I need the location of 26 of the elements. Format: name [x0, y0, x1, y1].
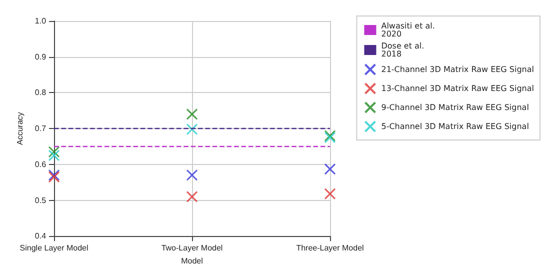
- x-tick-label: Single Layer Model: [20, 244, 88, 253]
- y-tick-label: 0.4: [34, 232, 47, 241]
- point: [324, 188, 336, 200]
- y-tick-label: 1.0: [34, 16, 47, 26]
- point: [186, 108, 198, 120]
- legend-label: 9-Channel 3D Matrix Raw EEG Signal: [381, 103, 529, 112]
- y-tick-label: 0.9: [34, 52, 47, 62]
- x-axis-title: Model: [181, 256, 204, 266]
- y-tick-label: 0.7: [34, 124, 47, 134]
- legend-label: 5-Channel 3D Matrix Raw EEG Signal: [381, 122, 529, 131]
- point: [186, 124, 198, 136]
- legend-label: Alwasiti et al. 2020: [381, 22, 435, 38]
- y-tick-label: 0.5: [34, 196, 47, 205]
- point: [186, 169, 198, 181]
- x-tick-label: Two-Layer Model: [161, 244, 223, 253]
- y-tick-label: 0.8: [34, 88, 47, 98]
- y-tick-label: 0.6: [34, 160, 47, 169]
- y-axis-title: Accuracy: [16, 112, 24, 146]
- legend-label: 21-Channel 3D Matrix Raw EEG Signal: [381, 65, 534, 74]
- point: [186, 190, 198, 202]
- legend-label: 13-Channel 3D Matrix Raw EEG Signal: [381, 84, 534, 93]
- point: [48, 146, 60, 158]
- point: [324, 163, 336, 175]
- x-tick-label: Three-Layer Model: [296, 244, 364, 253]
- point: [48, 150, 60, 162]
- legend-label: Dose et al. 2018: [381, 42, 424, 58]
